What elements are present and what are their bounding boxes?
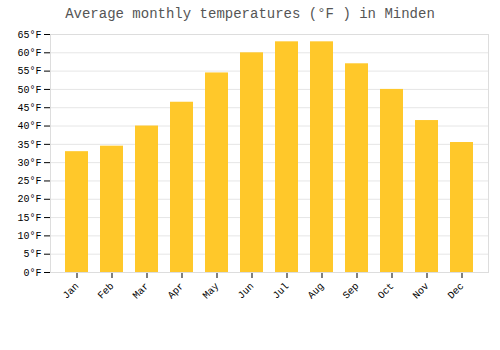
- svg-text:Aug: Aug: [306, 281, 327, 302]
- svg-text:35°F: 35°F: [17, 140, 41, 151]
- svg-text:0°F: 0°F: [23, 268, 41, 279]
- svg-text:45°F: 45°F: [17, 103, 41, 114]
- svg-text:May: May: [201, 281, 222, 302]
- svg-text:5°F: 5°F: [23, 249, 41, 260]
- svg-text:Oct: Oct: [376, 281, 397, 302]
- svg-text:Jan: Jan: [61, 281, 82, 302]
- svg-text:50°F: 50°F: [17, 85, 41, 96]
- svg-text:Mar: Mar: [131, 281, 152, 302]
- svg-text:Jun: Jun: [236, 281, 257, 302]
- svg-text:Sep: Sep: [341, 281, 362, 302]
- svg-text:Nov: Nov: [411, 281, 432, 302]
- svg-text:30°F: 30°F: [17, 158, 41, 169]
- html-text:Average monthly temperatures (: Average monthly temperatures (°F ) in Mi…: [65, 6, 435, 22]
- svg-text:40°F: 40°F: [17, 121, 41, 132]
- svg-text:Feb: Feb: [96, 281, 117, 302]
- svg-text:Apr: Apr: [166, 281, 187, 302]
- svg-text:60°F: 60°F: [17, 48, 41, 59]
- svg-text:25°F: 25°F: [17, 176, 41, 187]
- svg-text:65°F: 65°F: [17, 30, 41, 41]
- svg-text:Dec: Dec: [446, 281, 467, 302]
- svg-text:10°F: 10°F: [17, 231, 41, 242]
- svg-text:20°F: 20°F: [17, 194, 41, 205]
- svg-text:55°F: 55°F: [17, 66, 41, 77]
- svg-text:Jul: Jul: [271, 281, 292, 302]
- svg-text:15°F: 15°F: [17, 213, 41, 224]
